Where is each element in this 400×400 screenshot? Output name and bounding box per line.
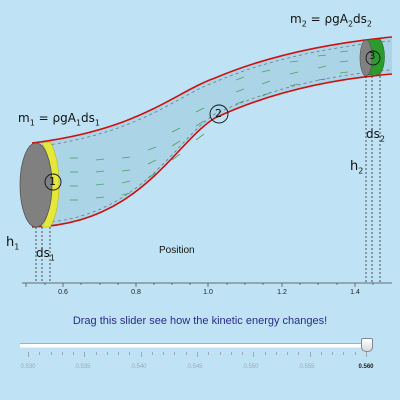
slider-tick-mark (264, 352, 266, 355)
axis-tick-label: 0.8 (131, 289, 141, 296)
h1-text: h (6, 235, 15, 250)
slider-tick-mark (242, 352, 244, 355)
slider-tick-label: 0.555 (299, 364, 315, 370)
slider-value-label: 0.560 (358, 364, 374, 370)
slider-tick-mark (151, 352, 153, 355)
slider-tick-mark (50, 352, 52, 355)
pipe-wall-top (31, 36, 393, 144)
mass-left-eq: = ρgA (34, 111, 76, 125)
mass-right-equation: m2 = ρgA2ds2 (290, 13, 372, 28)
slider-tick-mark (174, 352, 176, 355)
slider-tick-mark (95, 352, 97, 355)
h1-label: h1 (6, 236, 19, 252)
slider-tick-mark (298, 352, 300, 355)
ds2-label: ds2 (366, 128, 385, 143)
slider-tick-mark (118, 352, 120, 355)
region-2-circle (209, 104, 229, 124)
slider-tick-mark (185, 352, 187, 355)
slider-tick-mark (61, 352, 63, 355)
ds2-text: ds (366, 127, 380, 141)
mass-right-m-sub: 2 (301, 19, 307, 29)
ds1-text: ds (36, 246, 50, 260)
position-axis-title: Position (159, 245, 195, 256)
slider-tick-mark (129, 352, 131, 355)
ds2-sub: 2 (379, 134, 385, 144)
slider-tick-mark (106, 352, 108, 355)
region-1-circle (44, 173, 62, 191)
slider-tick-mark (73, 352, 75, 355)
h1-sub: 1 (14, 242, 20, 252)
slider-tick-mark (208, 352, 210, 355)
slider-tick-mark (287, 352, 289, 355)
slider-tick-mark (140, 352, 142, 357)
slider-tick-label: 0.540 (131, 364, 147, 370)
ds1-sub: 1 (49, 253, 55, 263)
slider-tick-mark (332, 352, 334, 355)
slider-tick-mark (39, 352, 41, 355)
slider-tick-mark (309, 352, 311, 357)
slider-tick-mark (366, 352, 367, 357)
region-1-label: 1 (49, 175, 56, 188)
slider-tick-mark (253, 352, 255, 357)
h2-sub: 2 (358, 166, 364, 176)
slider-tick-mark (320, 352, 322, 355)
slider-tick-mark (343, 352, 345, 355)
mass-left-equation: m1 = ρgA1ds1 (18, 112, 100, 127)
mass-right-a-sub: 2 (347, 19, 354, 29)
slider-tick-mark (219, 352, 221, 355)
axis-tick-label: 1.2 (277, 289, 287, 296)
mass-left-m: m (18, 111, 30, 125)
h2-text: h (350, 159, 359, 174)
region-3-circle (365, 50, 381, 66)
slider-tick-label: 0.545 (187, 364, 203, 370)
slider-tick-label: 0.550 (243, 364, 259, 370)
slider-tick-mark (84, 352, 86, 357)
mass-left-ds: ds (81, 111, 95, 125)
slider-tick-mark (163, 352, 165, 355)
slider-tick-label: 0.530 (20, 364, 36, 370)
slider-tick-mark (230, 352, 232, 355)
axis-tick-label: 1.4 (350, 289, 360, 296)
pipe-wall-bottom (31, 73, 393, 228)
pipe-midline (33, 40, 391, 148)
h2-label: h2 (350, 160, 363, 176)
position-slider-track[interactable] (20, 343, 372, 348)
mass-left-m-sub: 1 (29, 118, 35, 128)
slider-tick-mark (28, 352, 29, 357)
mass-right-ds: ds (353, 12, 367, 26)
ds1-label: ds1 (36, 247, 55, 262)
streamlines (70, 50, 349, 201)
instruction-text: Drag this slider see how the kinetic ene… (72, 315, 328, 327)
mass-right-eq: = ρgA (306, 12, 348, 26)
pipe-body (32, 37, 392, 227)
left-pipe-cap (19, 142, 53, 228)
slider-tick-row (0, 352, 400, 358)
axis-tick-label: 0.6 (58, 289, 68, 296)
mass-right-m: m (290, 12, 302, 26)
slider-tick-mark (197, 352, 198, 357)
position-axis-ticks (25, 283, 374, 287)
mass-left-ds-sub: 1 (94, 118, 100, 128)
region-2-label: 2 (215, 107, 222, 120)
mass-left-a-sub: 1 (75, 118, 82, 128)
region-3-label: 3 (369, 51, 376, 62)
mass-right-ds-sub: 2 (366, 19, 372, 29)
slider-tick-label: 0.535 (75, 364, 91, 370)
slider-tick-mark (354, 352, 356, 355)
slider-tick-mark (275, 352, 277, 355)
position-slider-handle[interactable] (361, 338, 373, 352)
axis-tick-label: 1.0 (203, 289, 213, 296)
